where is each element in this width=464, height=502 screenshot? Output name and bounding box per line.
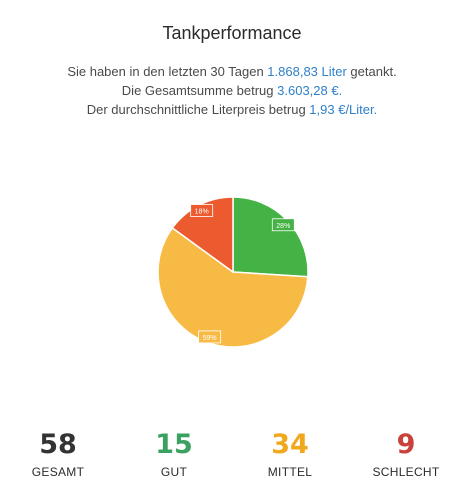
- pie-label-text-1: 59%: [203, 335, 217, 342]
- pie-label-text-2: 18%: [195, 209, 209, 216]
- summary-line-price: Der durchschnittliche Literpreis betrug …: [0, 100, 464, 119]
- stat-good: 15 GUT: [124, 428, 224, 479]
- pie-label-1: 59%: [198, 330, 222, 344]
- pie-chart: 28% 59% 18%: [157, 196, 309, 348]
- stat-bad-label: SCHLECHT: [372, 465, 440, 479]
- liters-value: 1.868,83 Liter: [267, 64, 347, 79]
- page-title: Tankperformance: [162, 23, 302, 43]
- pie-slice-0: [232, 196, 309, 278]
- summary-price-prefix: Der durchschnittliche Literpreis betrug: [86, 102, 310, 117]
- summary-text: Sie haben in den letzten 30 Tagen 1.868,…: [0, 62, 464, 119]
- stats-row: 58 GESAMT 15 GUT 34 MITTEL 9 SCHLECHT: [0, 428, 464, 479]
- total-value: 3.603,28 €.: [277, 83, 343, 98]
- stat-bad: 9 SCHLECHT: [356, 428, 456, 479]
- stat-total-label: GESAMT: [31, 465, 85, 479]
- pie-label-box-0: [271, 218, 295, 232]
- pie-chart-container: 28% 59% 18%: [157, 196, 309, 348]
- stat-medium: 34 MITTEL: [240, 428, 340, 479]
- stat-bad-value: 9: [396, 429, 416, 460]
- stat-total-value: 58: [39, 429, 77, 460]
- summary-total-prefix: Die Gesamtsumme betrug: [121, 83, 278, 98]
- summary-liters-suffix: getankt.: [346, 64, 397, 79]
- pie-label-0: 28%: [271, 218, 295, 232]
- pie-label-2: 18%: [190, 204, 214, 217]
- pie-label-box-2: [190, 204, 214, 217]
- stat-good-value: 15: [155, 429, 193, 460]
- summary-line-liters: Sie haben in den letzten 30 Tagen 1.868,…: [0, 62, 464, 81]
- stat-total: 58 GESAMT: [8, 428, 108, 479]
- stat-good-label: GUT: [160, 465, 188, 479]
- price-per-liter-value: 1,93 €/Liter.: [309, 102, 378, 117]
- pie-label-box-1: [198, 330, 222, 344]
- summary-line-total: Die Gesamtsumme betrug 3.603,28 €.: [0, 81, 464, 100]
- pie-label-text-0: 28%: [276, 223, 290, 230]
- stat-medium-label: MITTEL: [267, 465, 313, 479]
- summary-liters-prefix: Sie haben in den letzten 30 Tagen: [67, 64, 268, 79]
- stat-medium-value: 34: [271, 429, 309, 460]
